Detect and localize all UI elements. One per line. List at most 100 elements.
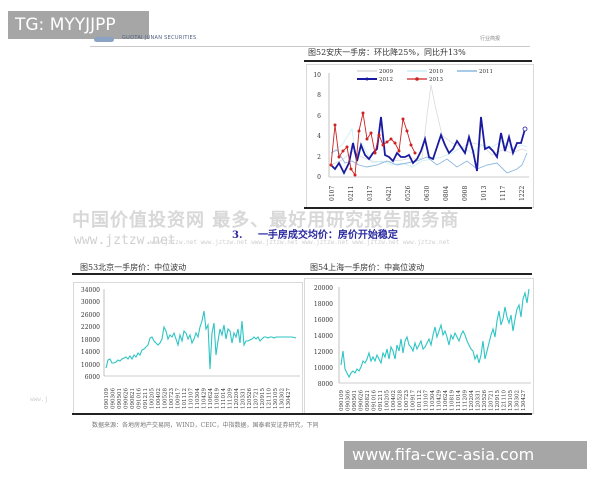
svg-text:101112: 101112 <box>182 388 188 409</box>
figure-54-top-rule <box>304 273 532 275</box>
figure-53-x-ticks: 090109 090306 090501 090626 090821 09101… <box>104 388 292 409</box>
svg-text:120331: 120331 <box>241 388 247 409</box>
svg-text:18000: 18000 <box>314 301 333 308</box>
svg-text:090109: 090109 <box>104 388 110 409</box>
figure-52-title: 图52安庆一手房：环比降25%，同比升13% <box>308 48 466 57</box>
svg-text:0421: 0421 <box>386 186 393 201</box>
svg-text:100917: 100917 <box>411 390 417 411</box>
svg-text:100402: 100402 <box>156 388 162 409</box>
figure-53-plot: 34000 30000 26000 22000 18000 14000 10000 600… <box>81 287 300 409</box>
svg-text:0317: 0317 <box>367 186 374 201</box>
svg-text:110429: 110429 <box>202 388 208 409</box>
svg-text:100723: 100723 <box>404 390 410 411</box>
header-right-label: 行业简报 <box>480 36 501 42</box>
svg-text:120721: 120721 <box>254 388 260 409</box>
svg-text:0630: 0630 <box>424 186 431 201</box>
svg-text:4: 4 <box>317 133 321 140</box>
svg-text:12000: 12000 <box>314 349 333 356</box>
svg-text:8: 8 <box>317 92 321 99</box>
section-title: 一手房成交均价：房价开始稳定 <box>257 230 398 241</box>
svg-text:2010: 2010 <box>429 69 443 75</box>
svg-text:10: 10 <box>313 72 321 79</box>
svg-text:120526: 120526 <box>247 388 253 409</box>
figure-54-y-ticks: 20000 18000 16000 14000 12000 10000 8000 <box>314 285 333 388</box>
svg-text:121110: 121110 <box>267 388 273 409</box>
svg-text:090501: 090501 <box>352 390 358 411</box>
svg-text:091211: 091211 <box>378 390 384 411</box>
figure-52-x-ticks: 0107 0211 0317 0421 0526 0630 0804 0908 … <box>329 186 526 201</box>
svg-text:34000: 34000 <box>81 287 100 294</box>
svg-text:2012: 2012 <box>379 77 393 83</box>
svg-text:110304: 110304 <box>195 388 201 409</box>
figure-52-legend: 2009 2010 2011 2012 2013 <box>357 69 493 83</box>
svg-text:120915: 120915 <box>495 390 501 411</box>
svg-text:111209: 111209 <box>463 390 469 411</box>
svg-text:100528: 100528 <box>163 388 169 409</box>
figures-bottom-rule <box>72 413 532 415</box>
svg-text:0908: 0908 <box>462 186 469 201</box>
svg-text:14000: 14000 <box>314 333 333 340</box>
svg-text:120915: 120915 <box>260 388 266 409</box>
section-heading: 3. 一手房成交均价：房价开始稳定 <box>232 226 398 241</box>
watermark-url-side: www.j <box>30 396 49 403</box>
svg-text:16000: 16000 <box>314 317 333 324</box>
svg-text:22000: 22000 <box>81 324 100 331</box>
svg-text:100205: 100205 <box>150 388 156 409</box>
header-divider <box>90 46 530 47</box>
svg-text:18000: 18000 <box>81 337 100 344</box>
svg-text:1013: 1013 <box>481 186 488 201</box>
svg-text:100917: 100917 <box>176 388 182 409</box>
brand-logo-icon <box>94 37 114 42</box>
svg-text:120721: 120721 <box>489 390 495 411</box>
figure-54-chart: 20000 18000 16000 14000 12000 10000 8000 090… <box>304 278 534 414</box>
svg-text:0211: 0211 <box>348 186 355 201</box>
svg-text:110624: 110624 <box>443 390 449 411</box>
brand-text: GUOTAI JUNAN SECURITIES <box>122 35 197 41</box>
watermark-url: www.jztzw.net <box>74 233 176 248</box>
figure-53-top-rule <box>72 273 304 275</box>
svg-text:130427: 130427 <box>521 390 527 411</box>
svg-text:110819: 110819 <box>450 390 456 411</box>
svg-text:6000: 6000 <box>85 374 100 381</box>
svg-text:8000: 8000 <box>318 381 333 388</box>
svg-text:130105: 130105 <box>273 388 279 409</box>
figure-54-x-ticks: 090109 090306 090501 090626 090821 09101… <box>339 390 527 411</box>
svg-text:14000: 14000 <box>81 349 100 356</box>
svg-text:130427: 130427 <box>286 388 292 409</box>
svg-text:6: 6 <box>317 113 321 120</box>
svg-text:091016: 091016 <box>137 388 143 409</box>
bottom-right-overlay-badge: www.fifa-cwc-asia.com <box>344 441 587 469</box>
svg-text:120204: 120204 <box>234 388 240 409</box>
svg-text:090109: 090109 <box>339 390 345 411</box>
svg-text:110819: 110819 <box>215 388 221 409</box>
figure-52-chart: 10 8 6 4 2 0 2009 2010 2011 2012 2013 0107 0… <box>306 64 534 208</box>
svg-text:130105: 130105 <box>508 390 514 411</box>
svg-text:090821: 090821 <box>130 388 136 409</box>
svg-text:101112: 101112 <box>417 390 423 411</box>
svg-text:2: 2 <box>317 154 321 161</box>
svg-text:0: 0 <box>317 174 321 181</box>
figure-54-title: 图54上海一手房价：中高位波动 <box>310 263 425 272</box>
svg-text:090626: 090626 <box>359 390 365 411</box>
figure-52-bottom-rule <box>304 207 532 209</box>
svg-text:110107: 110107 <box>424 390 430 411</box>
svg-text:100723: 100723 <box>169 388 175 409</box>
svg-text:121110: 121110 <box>502 390 508 411</box>
svg-text:100528: 100528 <box>398 390 404 411</box>
svg-text:100205: 100205 <box>385 390 391 411</box>
figure-53-y-ticks: 34000 30000 26000 22000 18000 14000 10000 600… <box>81 287 100 381</box>
svg-text:130302: 130302 <box>280 388 286 409</box>
figure-54-plot: 20000 18000 16000 14000 12000 10000 8000 090… <box>314 285 531 411</box>
svg-text:090626: 090626 <box>124 388 130 409</box>
figure-52-plot: 10 8 6 4 2 0 2009 2010 2011 2012 2013 0107 0… <box>313 69 529 201</box>
top-left-overlay-badge: TG: MYYJJPP <box>8 11 149 39</box>
svg-text:090306: 090306 <box>346 390 352 411</box>
figure-53-chart: 34000 30000 26000 22000 18000 14000 10000 600… <box>73 282 303 414</box>
svg-text:110107: 110107 <box>189 388 195 409</box>
svg-text:10000: 10000 <box>81 362 100 369</box>
svg-text:10000: 10000 <box>314 365 333 372</box>
svg-text:1222: 1222 <box>519 186 526 201</box>
svg-text:2009: 2009 <box>379 69 393 75</box>
section-number: 3. <box>232 230 243 241</box>
svg-text:090501: 090501 <box>117 388 123 409</box>
